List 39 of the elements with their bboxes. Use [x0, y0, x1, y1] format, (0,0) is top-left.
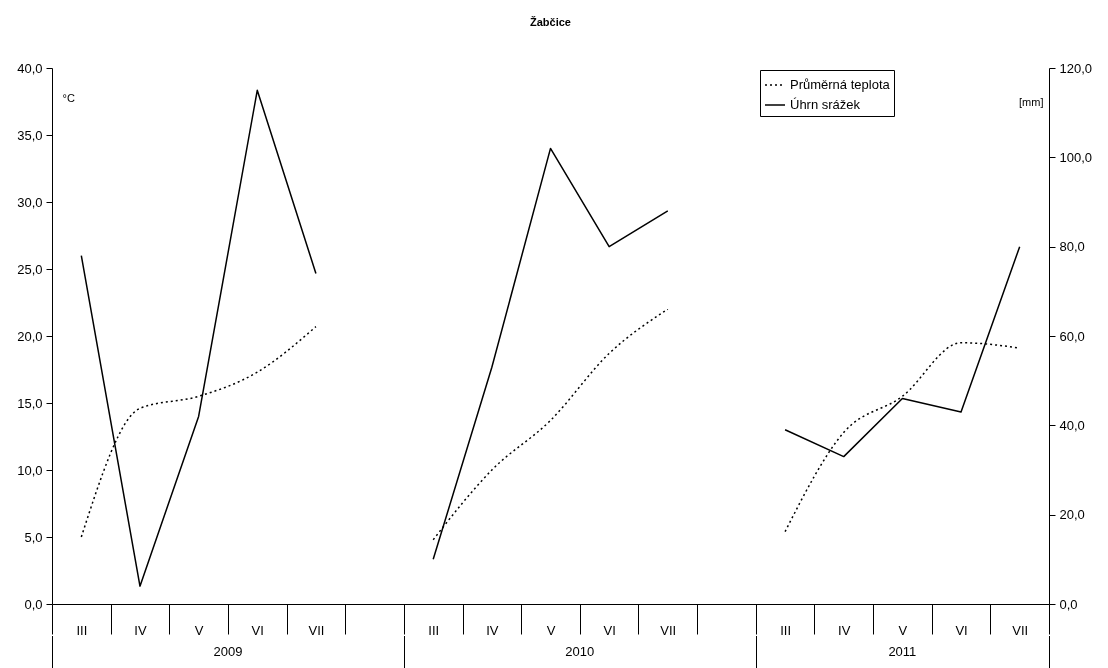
y-tick-label: 15,0 — [17, 395, 43, 411]
x-tick-label: III — [780, 622, 792, 638]
x-tick-label: IV — [486, 622, 499, 638]
y2-axis-title: [mm] — [1019, 95, 1044, 108]
x-tick-label: VI — [251, 622, 264, 638]
y-tick-label: 40,0 — [17, 60, 43, 76]
x-tick-label: VII — [660, 622, 677, 638]
y-tick-label: 20,0 — [17, 328, 43, 344]
y2-tick-label: 60,0 — [1059, 328, 1085, 344]
y-tick-label: 5,0 — [24, 529, 43, 545]
y2-tick-label: 120,0 — [1059, 60, 1093, 76]
x-tick-label: VI — [603, 622, 616, 638]
x-tick-label: VII — [1012, 622, 1029, 638]
x-tick-label: VI — [955, 622, 968, 638]
y-tick-label: 30,0 — [17, 194, 43, 210]
y-tick-label: 25,0 — [17, 261, 43, 277]
y2-tick-label: 80,0 — [1059, 239, 1085, 255]
y2-tick-label: 20,0 — [1059, 507, 1085, 523]
y2-tick-label: 100,0 — [1059, 149, 1093, 165]
text: 2010 — [564, 644, 596, 659]
text: 2011 — [887, 644, 918, 659]
x-tick-label: V — [194, 622, 204, 638]
x-tick-label: III — [428, 622, 440, 638]
y-tick-label: 35,0 — [17, 127, 43, 143]
y2-tick-label: 0,0 — [1059, 596, 1078, 612]
x-tick-label: V — [546, 622, 556, 638]
y-tick-label: 10,0 — [17, 462, 43, 478]
chart-title: Žabčice — [530, 16, 571, 28]
x-tick-label: IV — [134, 622, 147, 638]
legend-label: Úhrn srážek — [790, 97, 861, 112]
x-tick-label: III — [76, 622, 88, 638]
x-tick-label: IV — [838, 622, 851, 638]
y-tick-label: 0,0 — [24, 596, 43, 612]
y2-tick-label: 40,0 — [1059, 417, 1085, 433]
legend-label: Průměrná teplota — [790, 77, 891, 92]
text: 2009 — [212, 644, 244, 659]
x-tick-label: VII — [308, 622, 325, 638]
y-axis-title: °C — [62, 91, 75, 104]
x-tick-label: V — [898, 622, 908, 638]
